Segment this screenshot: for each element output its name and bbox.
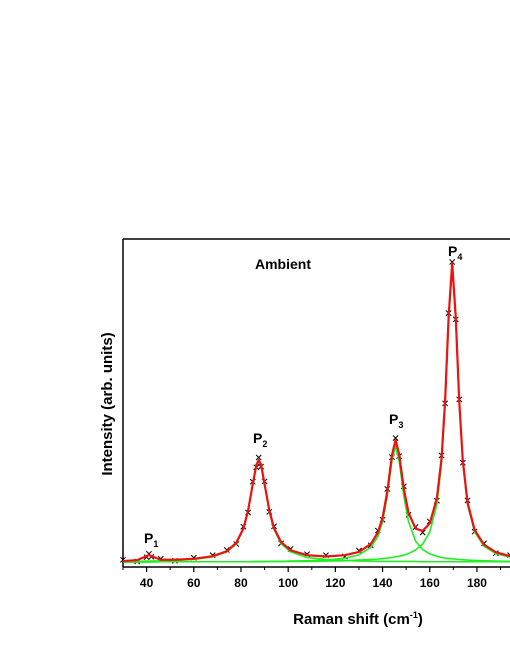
- x-tick-label: 180: [467, 576, 487, 590]
- x-tick-label: 120: [325, 576, 345, 590]
- line-series: [123, 460, 510, 563]
- x-tick-label: 160: [420, 576, 440, 590]
- x-tick-label: 140: [373, 576, 393, 590]
- peak-label: P4: [448, 243, 462, 262]
- x-tick-label: 40: [140, 576, 154, 590]
- annotation: Ambient: [255, 256, 311, 272]
- data-point: [392, 435, 399, 442]
- line-series: [123, 445, 510, 563]
- peak-label: P2: [253, 430, 267, 449]
- plot-area: [120, 259, 510, 565]
- x-tick-label: 100: [278, 576, 298, 590]
- x-tick-label: 60: [187, 576, 201, 590]
- peak-label: P1: [144, 530, 158, 549]
- y-axis-label: Intensity (arb. units): [99, 332, 116, 475]
- x-tick-label: 80: [234, 576, 248, 590]
- x-axis-label: Raman shift (cm-1): [293, 610, 423, 628]
- data-point: [449, 259, 456, 265]
- line-series: [122, 266, 510, 563]
- peak-label: P3: [389, 411, 403, 430]
- line-series: [122, 262, 510, 563]
- data-point: [255, 454, 262, 461]
